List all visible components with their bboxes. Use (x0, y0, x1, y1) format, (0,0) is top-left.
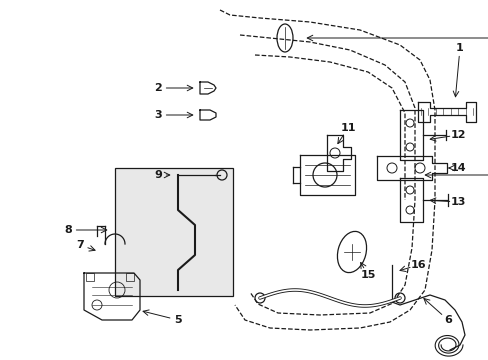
Bar (115, 168, 232, 296)
Bar (86, 273, 94, 281)
Text: 16: 16 (409, 260, 425, 270)
Text: 8: 8 (64, 225, 72, 235)
Text: 11: 11 (340, 123, 355, 133)
Text: 1: 1 (455, 43, 463, 53)
Text: 7: 7 (76, 240, 84, 250)
Text: 5: 5 (174, 315, 182, 325)
Text: 12: 12 (449, 130, 465, 140)
Bar (126, 273, 134, 281)
Text: 2: 2 (154, 83, 162, 93)
Text: 9: 9 (154, 170, 162, 180)
Text: 15: 15 (360, 270, 375, 280)
Text: 13: 13 (449, 197, 465, 207)
Text: 6: 6 (443, 315, 451, 325)
Text: 3: 3 (154, 110, 162, 120)
Text: 14: 14 (449, 163, 465, 173)
